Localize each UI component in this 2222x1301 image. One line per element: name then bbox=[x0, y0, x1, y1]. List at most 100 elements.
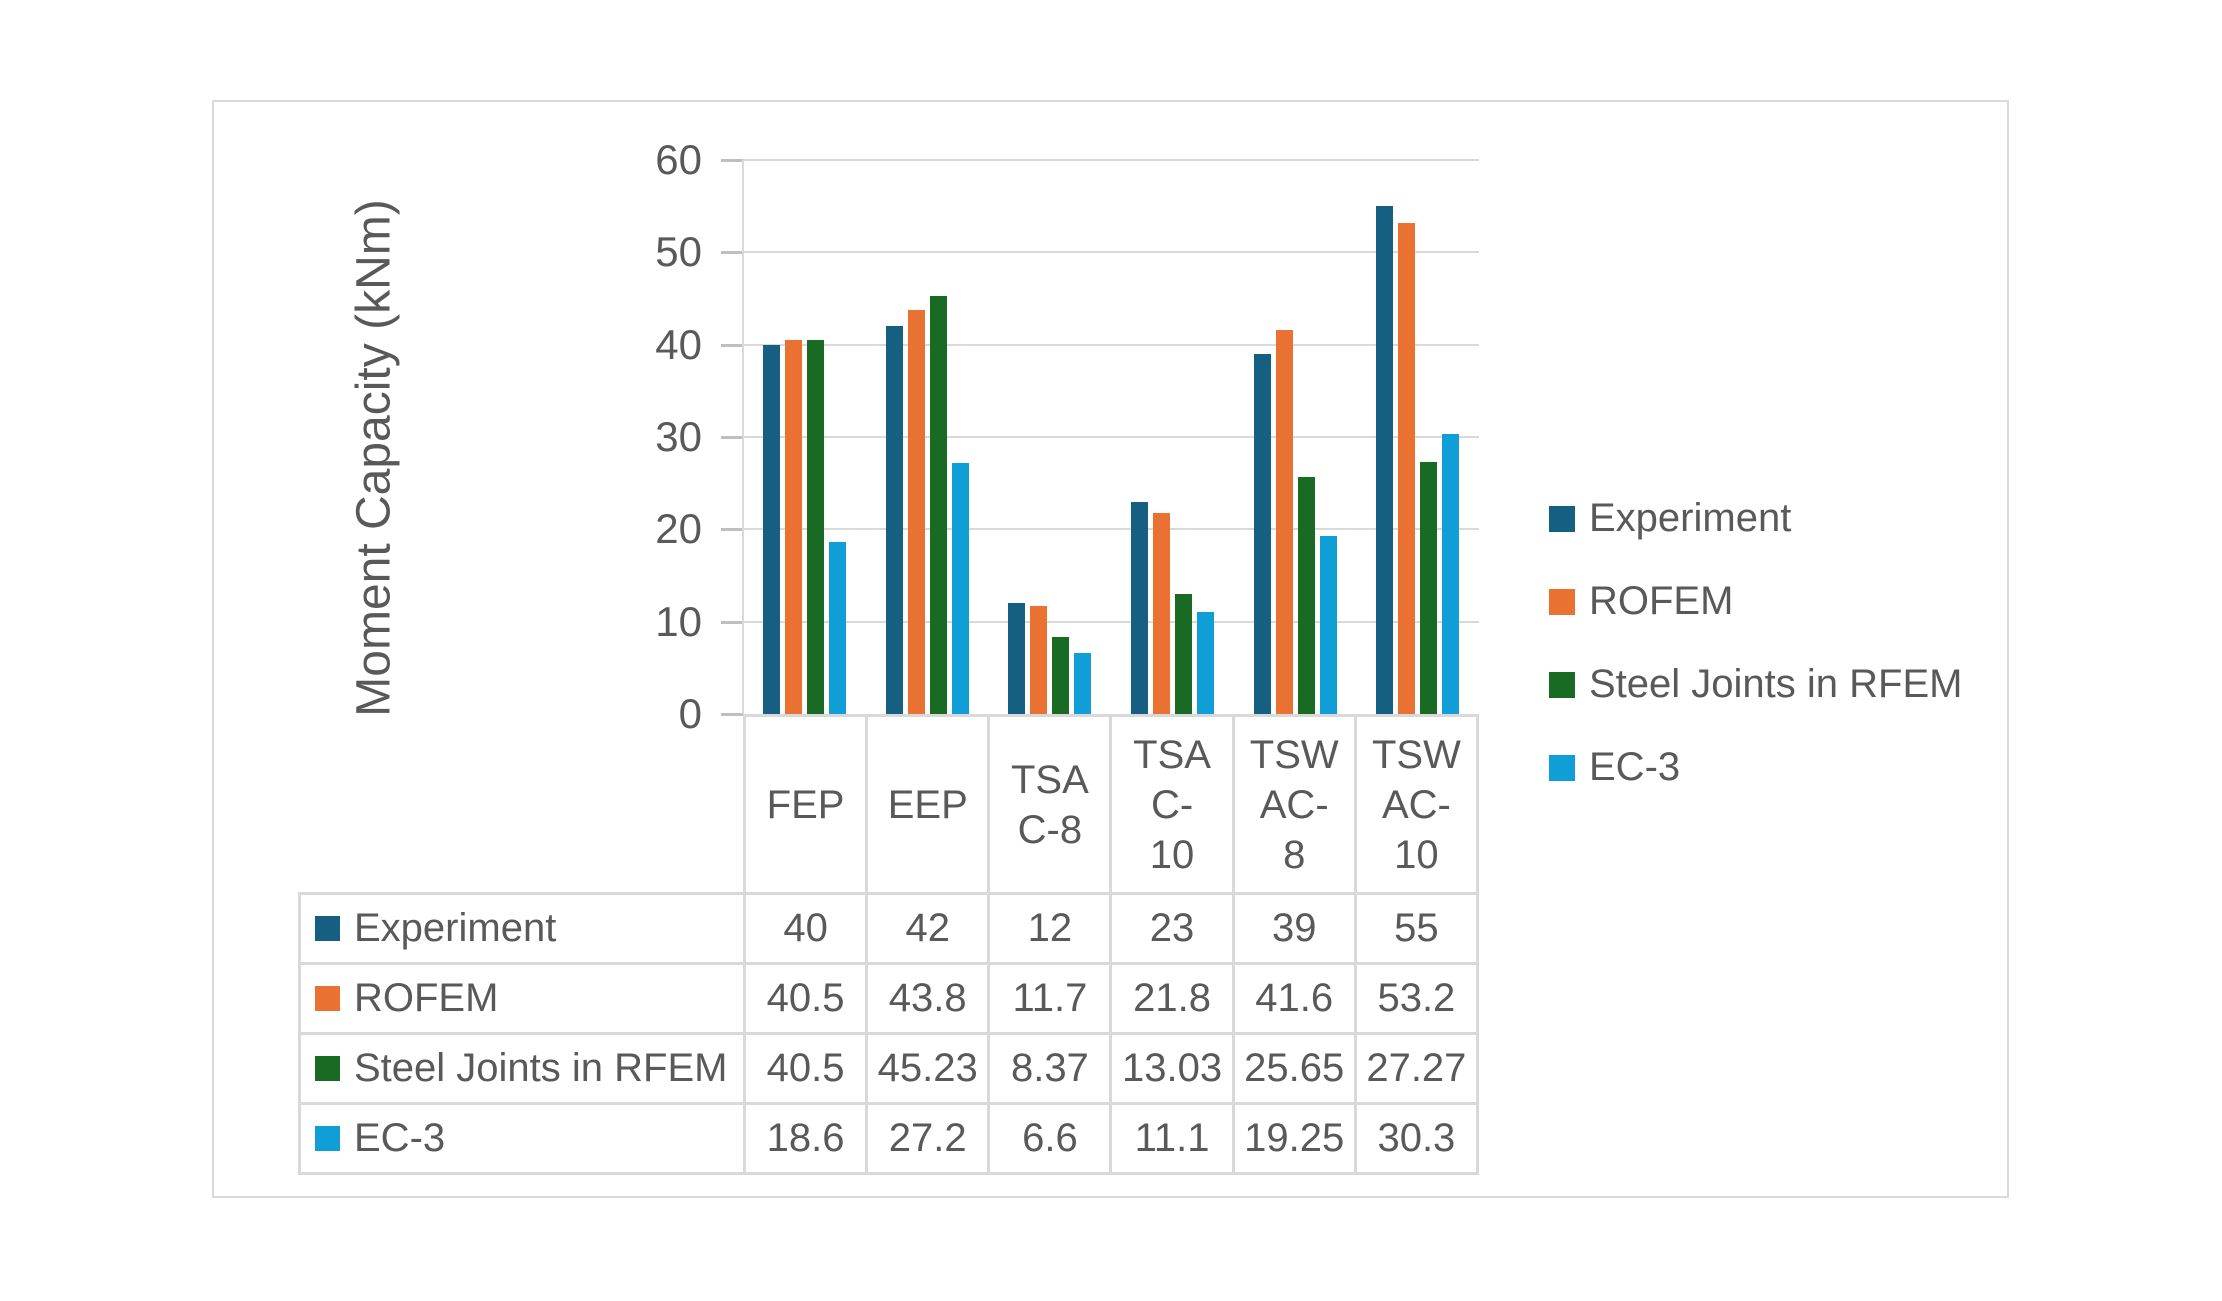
table-value-cell: 25.65 bbox=[1231, 1032, 1357, 1105]
legend-item-label: Experiment bbox=[1589, 496, 1792, 540]
legend-item-label: EC-3 bbox=[1589, 745, 1681, 789]
table-value-cell: 11.7 bbox=[987, 962, 1113, 1035]
bar-ec-3-tsw-ac-10 bbox=[1442, 434, 1460, 714]
legend-item: EC-3 bbox=[1549, 726, 1962, 809]
table-legend-key-icon bbox=[315, 986, 340, 1011]
bar-experiment-tsa-c-10 bbox=[1130, 502, 1148, 714]
bar-ec-3-eep bbox=[951, 463, 969, 714]
bar-rofem-tsa-c-10 bbox=[1152, 513, 1170, 714]
table-legend-key-icon bbox=[315, 1126, 340, 1151]
gridline bbox=[743, 620, 1479, 623]
table-value-cell: 13.03 bbox=[1109, 1032, 1235, 1105]
y-axis-tick-label: 60 bbox=[655, 136, 702, 183]
y-axis-title: Moment Capacity (kNm) bbox=[347, 199, 401, 717]
y-axis-tick bbox=[721, 343, 743, 347]
table-category-header: TSA C- 10 bbox=[1109, 714, 1235, 895]
bar-experiment-eep bbox=[885, 326, 903, 714]
bar-experiment-tsw-ac-8 bbox=[1253, 354, 1271, 714]
table-value-cell: 19.25 bbox=[1231, 1102, 1357, 1175]
table-value-cell: 8.37 bbox=[987, 1032, 1113, 1105]
bar-group bbox=[1253, 160, 1337, 714]
bar-group bbox=[1376, 160, 1460, 714]
bar-experiment-fep bbox=[762, 345, 780, 714]
table-value-cell: 27.27 bbox=[1353, 1032, 1480, 1105]
table-value-cell: 23 bbox=[1109, 892, 1235, 965]
bar-ec-3-fep bbox=[828, 542, 846, 714]
table-value-cell: 42 bbox=[865, 892, 991, 965]
table-row: ROFEM 40.5 43.8 11.7 21.8 41.6 53.2 bbox=[298, 962, 1480, 1035]
bar-ec-3-tsa-c-8 bbox=[1074, 653, 1092, 714]
y-axis-tick-label: 50 bbox=[655, 228, 702, 276]
table-category-header: FEP bbox=[742, 714, 869, 895]
table-row: EC-3 18.6 27.2 6.6 11.1 19.25 30.3 bbox=[298, 1102, 1480, 1175]
table-value-cell: 27.2 bbox=[865, 1102, 991, 1175]
table-series-label: Experiment bbox=[354, 906, 557, 950]
bar-steel-joints-in-rfem-eep bbox=[929, 296, 947, 714]
table-value-cell: 43.8 bbox=[865, 962, 991, 1035]
y-axis-tick bbox=[721, 436, 743, 439]
bar-ec-3-tsw-ac-8 bbox=[1319, 536, 1337, 714]
table-series-label: EC-3 bbox=[354, 1116, 446, 1160]
table-value-cell: 39 bbox=[1231, 892, 1357, 965]
bar-steel-joints-in-rfem-tsa-c-10 bbox=[1174, 594, 1192, 714]
table-value-cell: 45.23 bbox=[865, 1032, 991, 1105]
table-category-header: TSW AC- 10 bbox=[1353, 714, 1480, 895]
table-value-cell: 12 bbox=[987, 892, 1113, 965]
table-value-cell: 55 bbox=[1353, 892, 1480, 965]
table-legend-key-icon bbox=[315, 916, 340, 941]
table-category-header: TSA C-8 bbox=[987, 714, 1113, 895]
table-series-label: Steel Joints in RFEM bbox=[354, 1046, 728, 1090]
y-axis-tick-label: 10 bbox=[655, 597, 702, 645]
table-corner-blank-cell bbox=[300, 716, 745, 894]
table-value-cell: 40.5 bbox=[742, 962, 869, 1035]
bar-experiment-tsa-c-8 bbox=[1008, 603, 1026, 714]
legend-item-label: Steel Joints in RFEM bbox=[1589, 662, 1963, 706]
table-value-cell: 53.2 bbox=[1353, 962, 1480, 1035]
table-row: Steel Joints in RFEM 40.5 45.23 8.37 13.03 25… bbox=[298, 1032, 1480, 1105]
table-category-header: EEP bbox=[865, 714, 991, 895]
bar-rofem-tsw-ac-10 bbox=[1398, 223, 1416, 714]
bar-steel-joints-in-rfem-tsa-c-8 bbox=[1052, 637, 1070, 714]
y-axis-tick bbox=[721, 528, 743, 532]
table-row-header: Experiment bbox=[298, 892, 746, 965]
y-axis-tick-label: 0 bbox=[678, 690, 702, 737]
table-value-cell: 18.6 bbox=[742, 1102, 869, 1175]
legend-swatch-icon bbox=[1549, 588, 1575, 615]
table-value-cell: 40 bbox=[742, 892, 869, 965]
legend-swatch-icon bbox=[1549, 505, 1575, 532]
gridline bbox=[743, 251, 1479, 254]
data-table: FEP EEP TSA C-8 TSA C- 10 TSW AC- 8 TSW AC- 1… bbox=[298, 714, 1480, 1175]
bar-rofem-fep bbox=[784, 340, 802, 714]
bar-group bbox=[1008, 160, 1092, 714]
table-legend-key-icon bbox=[315, 1056, 340, 1081]
legend-swatch-icon bbox=[1549, 754, 1575, 781]
gridline bbox=[743, 159, 1479, 161]
table-value-cell: 30.3 bbox=[1353, 1102, 1480, 1175]
legend-swatch-icon bbox=[1549, 671, 1575, 698]
table-category-header: TSW AC- 8 bbox=[1231, 714, 1357, 895]
bar-rofem-eep bbox=[907, 310, 925, 714]
y-axis-line bbox=[742, 160, 744, 714]
legend-item: Experiment bbox=[1549, 477, 1962, 560]
gridline bbox=[743, 343, 1479, 346]
table-series-label: ROFEM bbox=[354, 976, 499, 1020]
bar-experiment-tsw-ac-10 bbox=[1376, 206, 1394, 714]
table-value-cell: 21.8 bbox=[1109, 962, 1235, 1035]
y-axis-tick bbox=[721, 713, 743, 716]
y-axis-tick-label: 30 bbox=[655, 413, 702, 460]
table-row-header: Steel Joints in RFEM bbox=[298, 1032, 746, 1105]
table-value-cell: 40.5 bbox=[742, 1032, 869, 1105]
y-axis-tick bbox=[721, 251, 743, 255]
y-axis-tick-label: 40 bbox=[655, 320, 702, 368]
table-row-header: ROFEM bbox=[298, 962, 746, 1035]
bar-rofem-tsa-c-8 bbox=[1030, 606, 1048, 714]
table-row-header: EC-3 bbox=[298, 1102, 746, 1175]
gridline bbox=[743, 436, 1479, 438]
table-value-cell: 6.6 bbox=[987, 1102, 1113, 1175]
bar-group bbox=[762, 160, 846, 714]
bar-ec-3-tsa-c-10 bbox=[1196, 612, 1214, 714]
y-axis-tick bbox=[721, 159, 743, 162]
gridline bbox=[743, 528, 1479, 531]
y-axis-tick-label: 20 bbox=[655, 505, 702, 553]
